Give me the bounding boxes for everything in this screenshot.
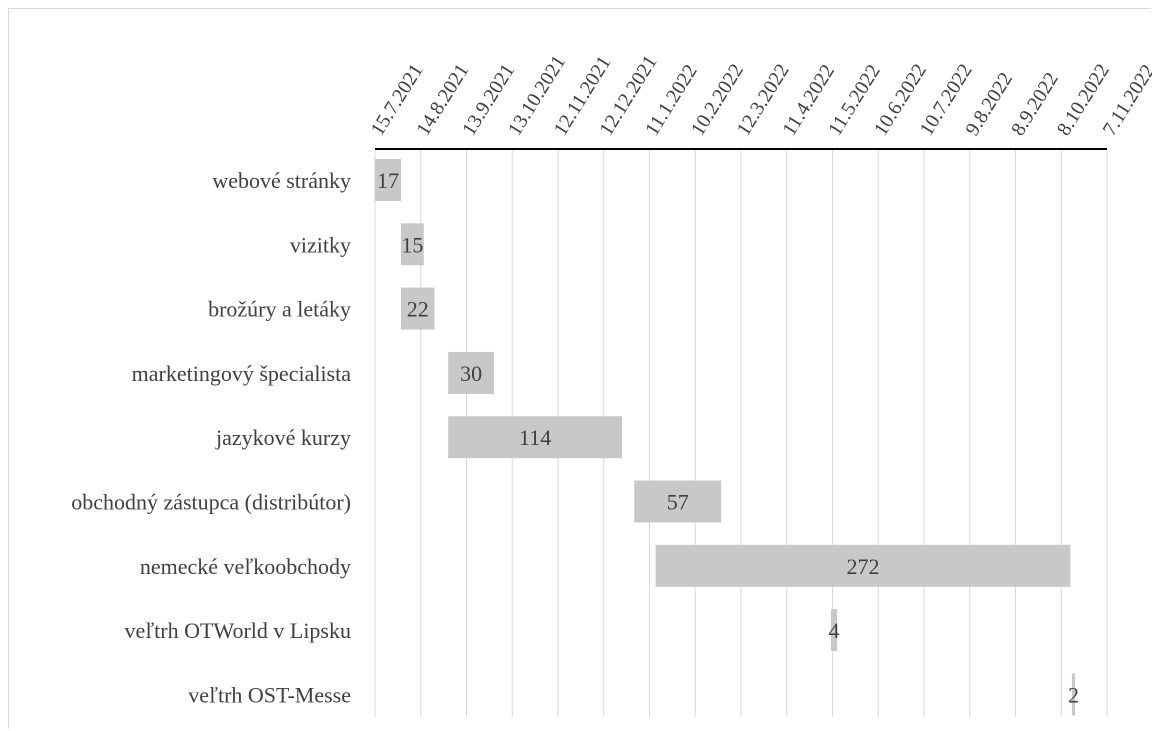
gantt-bar	[655, 544, 1071, 587]
category-label: marketingový špecialista	[132, 361, 352, 386]
category-label: nemecké veľkoobchody	[140, 554, 351, 579]
data-label: 17	[377, 168, 399, 193]
chart-frame	[8, 8, 1151, 729]
gantt-bar	[830, 609, 838, 652]
data-label: 15	[401, 232, 423, 257]
gantt-bar	[448, 351, 494, 394]
category-label: jazykové kurzy	[215, 425, 351, 450]
gantt-bar	[375, 159, 401, 201]
data-label: 114	[519, 425, 551, 450]
data-label: 22	[407, 297, 429, 322]
data-label: 2	[1068, 682, 1079, 707]
data-label: 272	[847, 554, 880, 579]
data-label: 4	[829, 618, 840, 643]
gantt-bar	[400, 287, 435, 330]
category-label: veľtrh OTWorld v Lipsku	[124, 618, 351, 643]
category-label: webové stránky	[212, 168, 351, 193]
category-label: obchodný zástupca (distribútor)	[71, 490, 351, 515]
gantt-bar	[1071, 673, 1075, 716]
data-label: 57	[667, 490, 689, 515]
gantt-bar	[448, 416, 623, 459]
category-label: vizitky	[290, 232, 351, 257]
data-label: 30	[460, 361, 482, 386]
gantt-bar	[634, 480, 722, 523]
category-label: brožúry a letáky	[208, 297, 351, 322]
gantt-bar	[400, 223, 424, 266]
category-label: veľtrh OST-Messe	[188, 682, 351, 707]
